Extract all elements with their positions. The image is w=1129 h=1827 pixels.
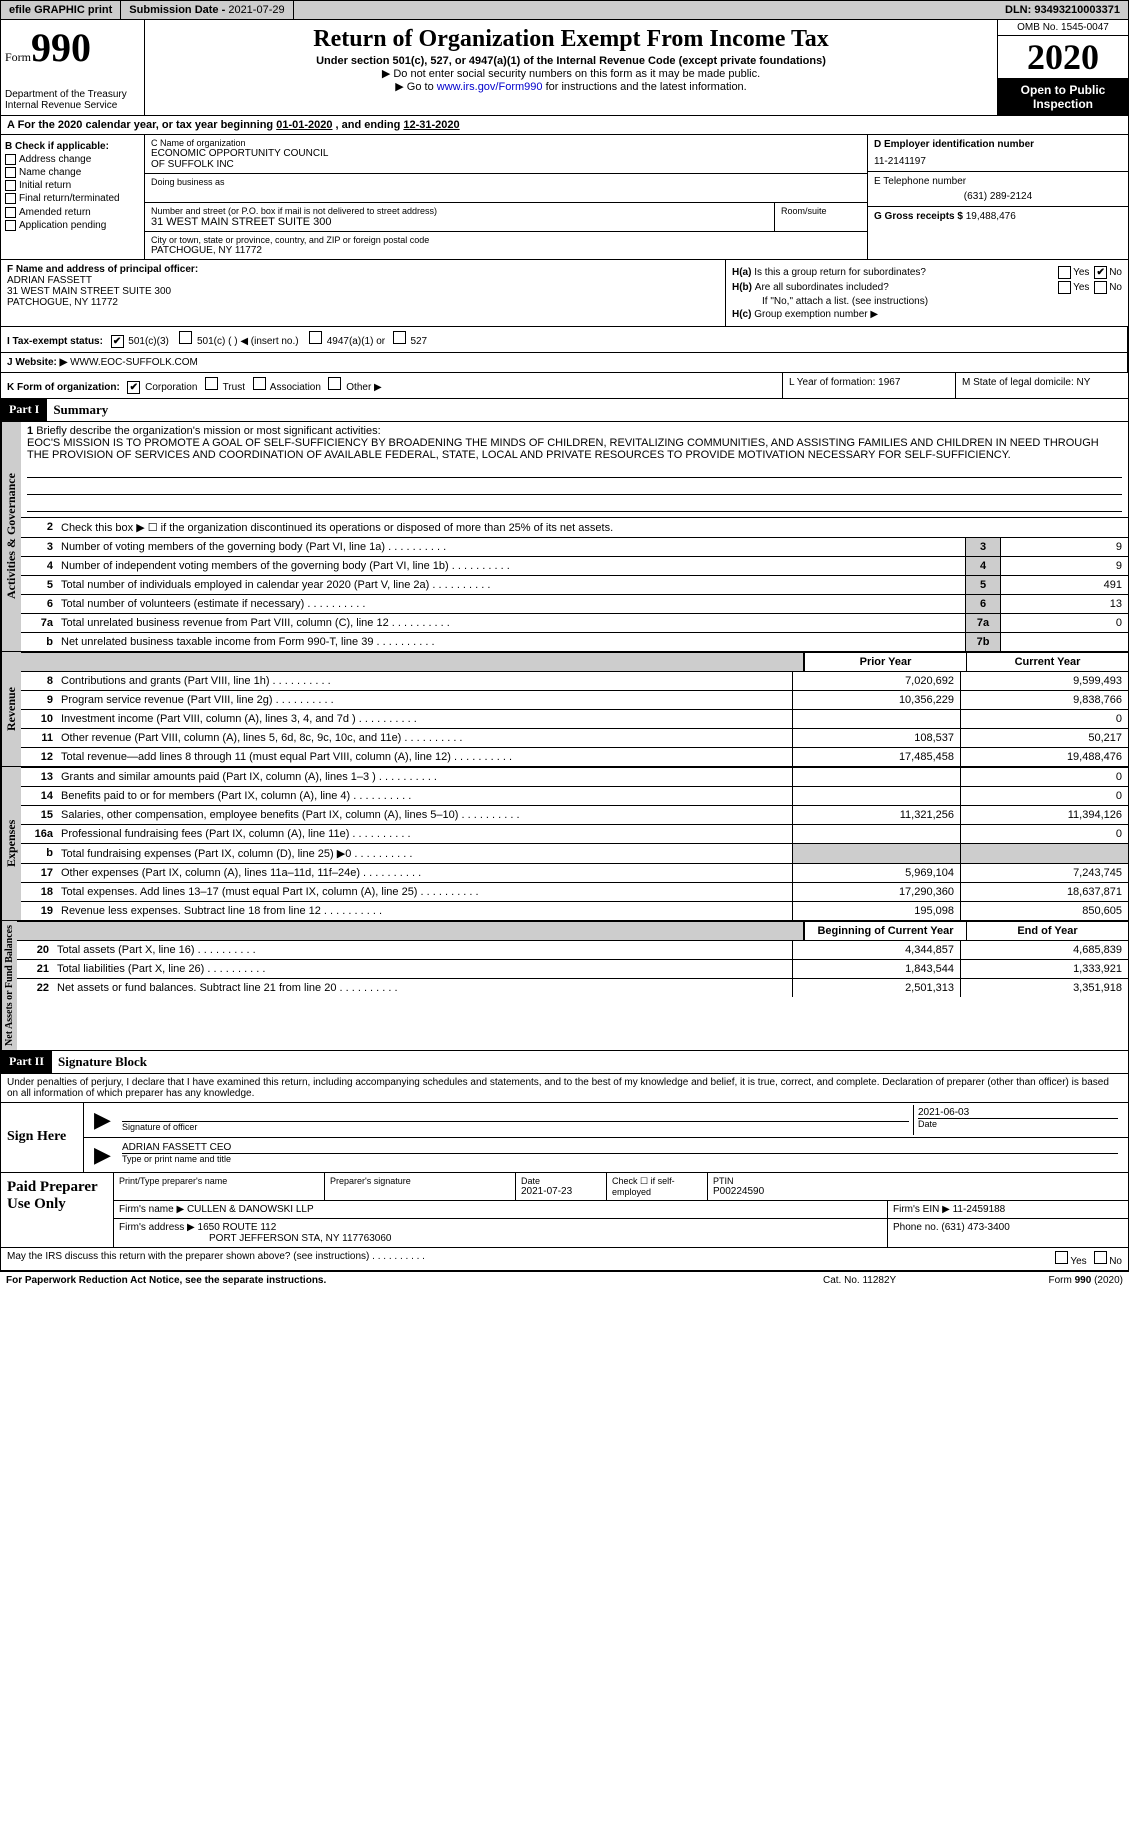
form-title: Return of Organization Exempt From Incom… — [149, 26, 993, 53]
top-bar: efile GRAPHIC print Submission Date - 20… — [0, 0, 1129, 20]
discuss-row: May the IRS discuss this return with the… — [0, 1248, 1129, 1271]
row-k: K Form of organization: ✔ Corporation Tr… — [0, 373, 1129, 399]
line-a: A For the 2020 calendar year, or tax yea… — [0, 116, 1129, 135]
row-j: J Website: ▶ WWW.EOC-SUFFOLK.COM — [0, 353, 1129, 373]
block-fh: F Name and address of principal officer:… — [0, 260, 1129, 327]
part1-header: Part ISummary — [0, 399, 1129, 422]
part2-header: Part IISignature Block — [0, 1051, 1129, 1074]
dln: DLN: 93493210003371 — [997, 1, 1128, 19]
activities-governance: Activities & Governance 1 Briefly descri… — [0, 422, 1129, 652]
netassets-section: Net Assets or Fund Balances Beginning of… — [0, 921, 1129, 1051]
block-bcd: B Check if applicable: Address change Na… — [0, 135, 1129, 260]
revenue-section: Revenue Prior YearCurrent Year 8Contribu… — [0, 652, 1129, 767]
page-footer: For Paperwork Reduction Act Notice, see … — [0, 1271, 1129, 1289]
form-header: Form990 Department of the Treasury Inter… — [0, 20, 1129, 116]
row-i: I Tax-exempt status: ✔ 501(c)(3) 501(c) … — [0, 327, 1129, 353]
signature-declaration: Under penalties of perjury, I declare th… — [0, 1074, 1129, 1103]
sign-here-block: Sign Here ▶Signature of officer2021-06-0… — [0, 1103, 1129, 1248]
irs-link[interactable]: www.irs.gov/Form990 — [437, 81, 543, 93]
submission-date: Submission Date - 2021-07-29 — [121, 1, 293, 19]
expenses-section: Expenses 13Grants and similar amounts pa… — [0, 767, 1129, 921]
efile-label[interactable]: efile GRAPHIC print — [1, 1, 121, 19]
